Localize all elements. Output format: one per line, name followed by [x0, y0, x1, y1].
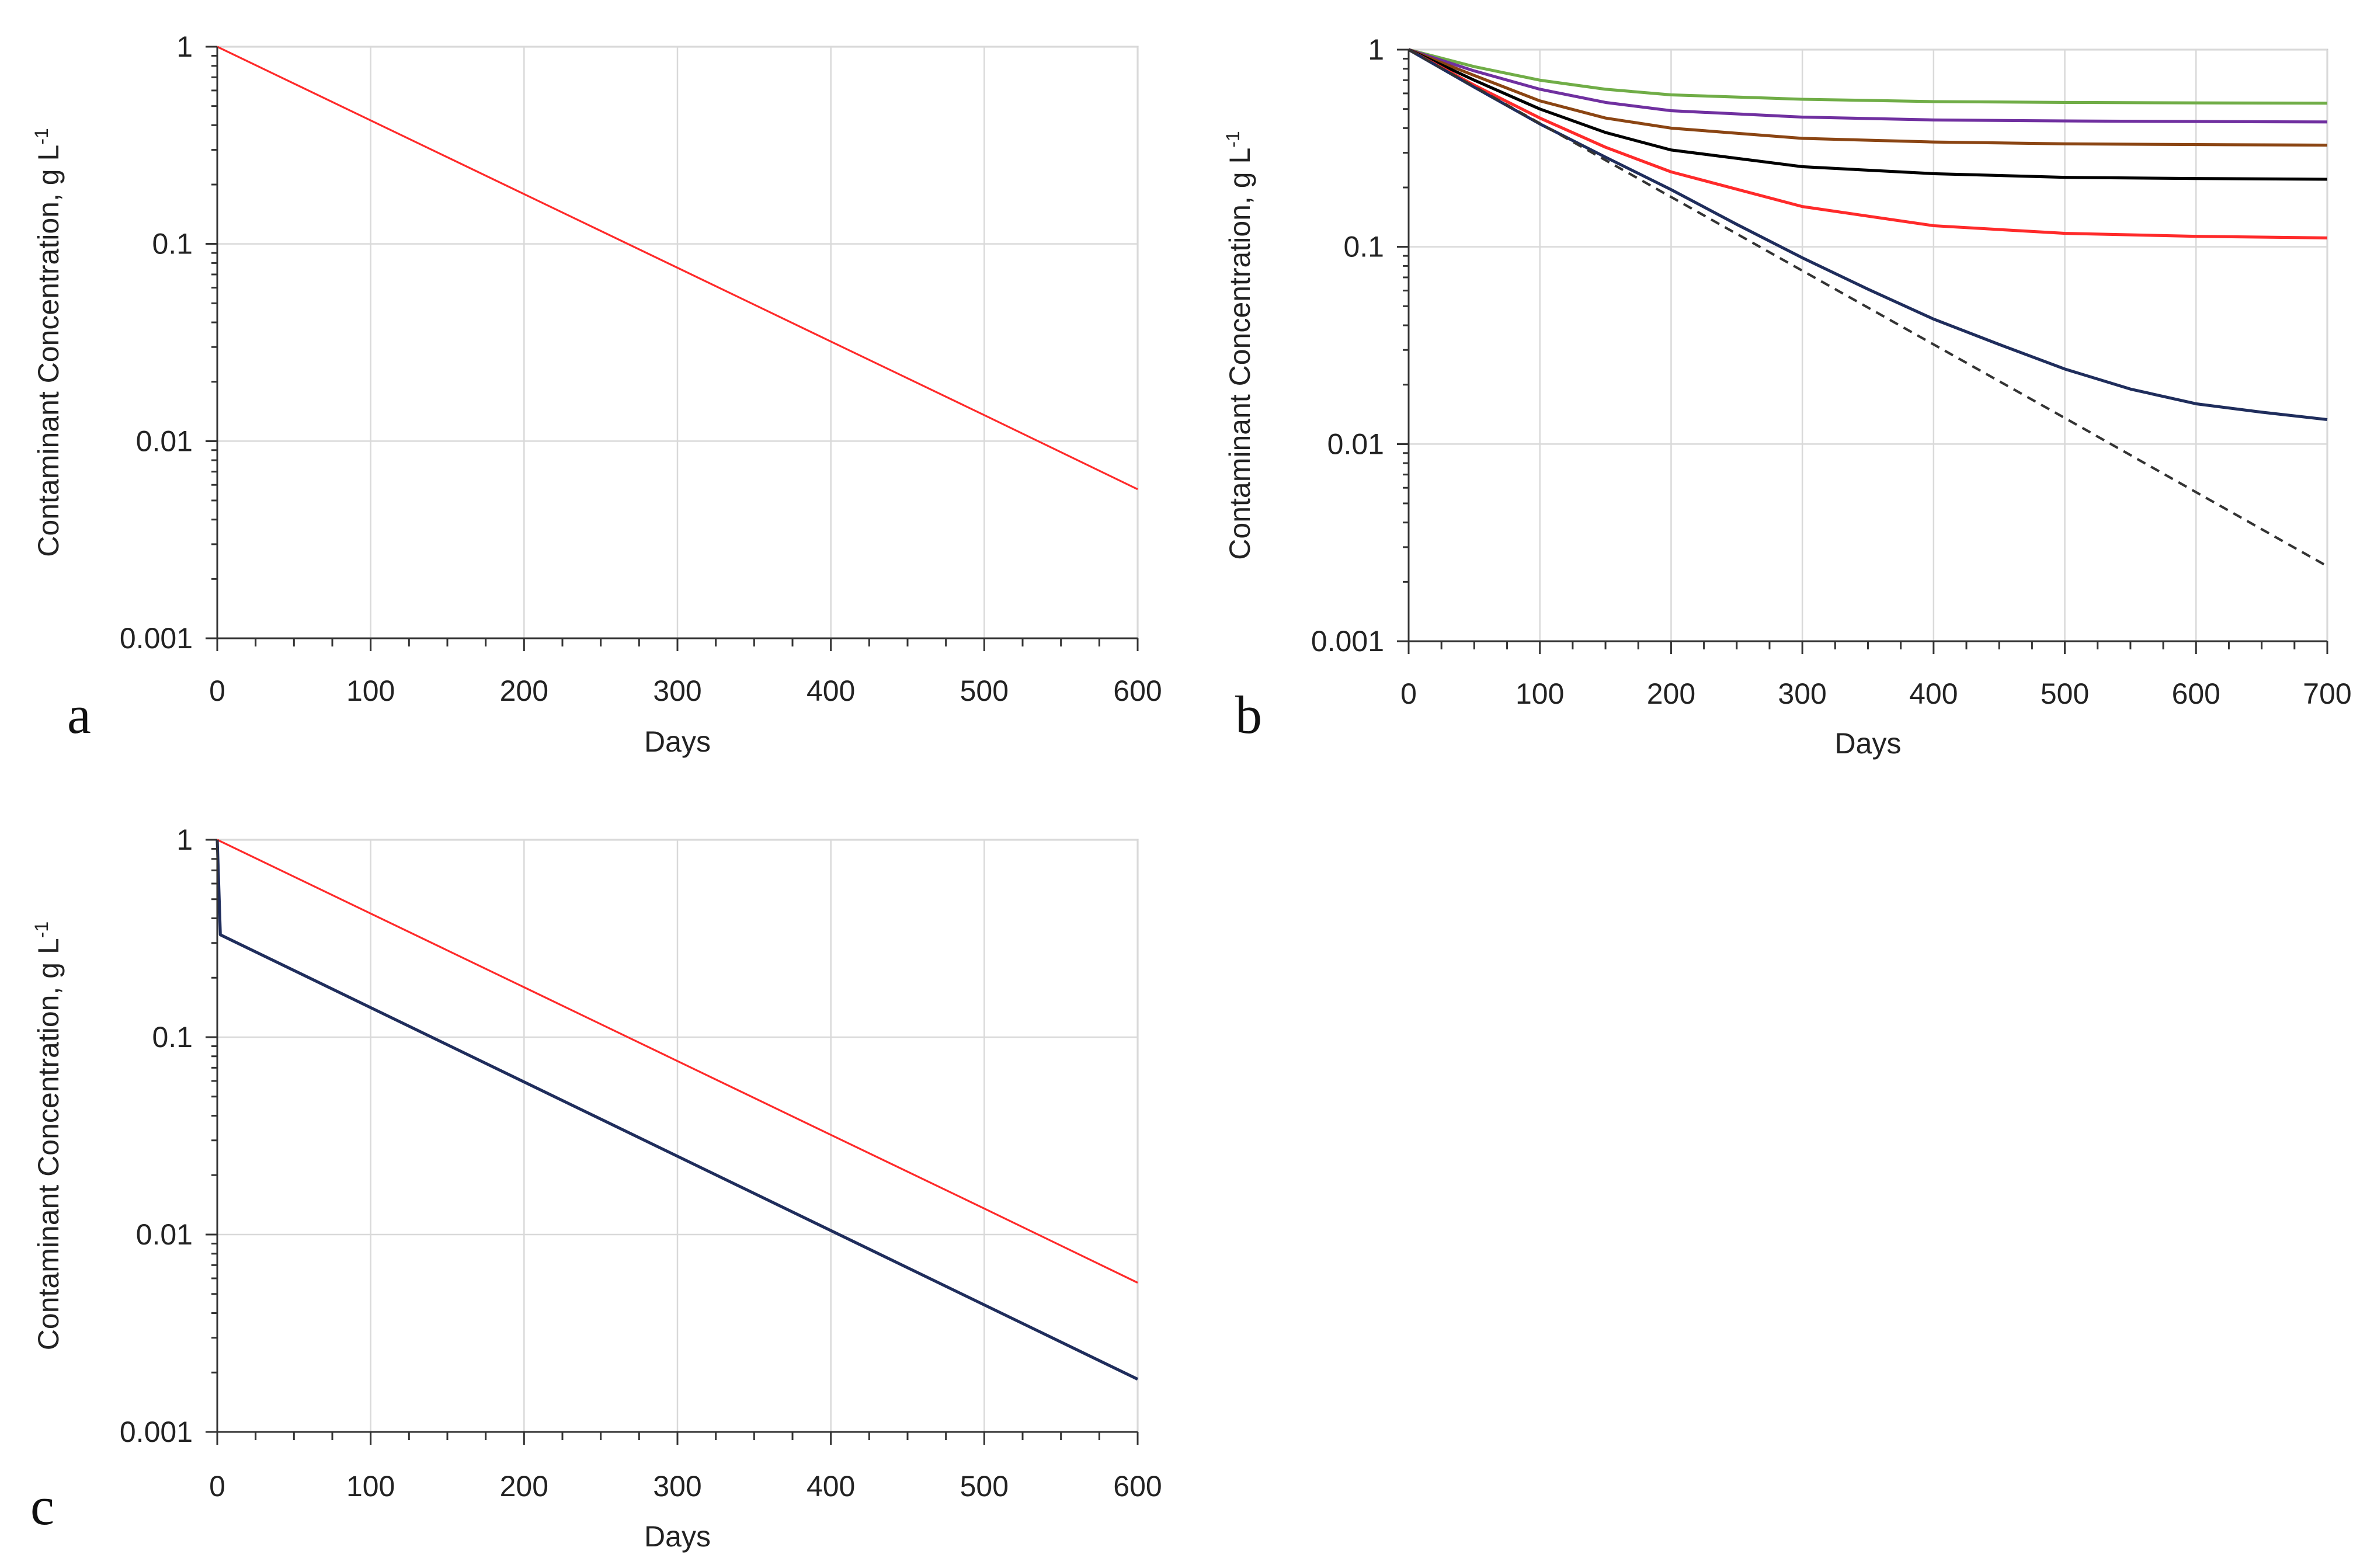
series-line-navy-b	[1407, 48, 2328, 422]
panel-letter-a: a	[67, 685, 91, 745]
y-tick-label-b: 0.1	[1343, 231, 1384, 263]
y-axis-title-a: Contaminant Concentration, g L-1	[31, 128, 65, 557]
plot-area-b	[1407, 48, 2328, 642]
x-tick-label-b: 400	[1909, 677, 1958, 710]
x-tick-label-c: 100	[346, 1470, 395, 1503]
x-tick-label-a: 600	[1113, 675, 1162, 707]
panel-b-chart: 0 100 200 300 400 500 600 700 0.001 0.01 0.1 1 Days C…	[1222, 33, 2352, 760]
series-line-dashed-b	[1407, 48, 2328, 568]
series-line-red-a	[217, 46, 1138, 491]
x-tick-label-c: 300	[653, 1470, 701, 1503]
series-line-purple-b	[1408, 48, 2328, 124]
y-tick-label-a: 0.001	[120, 622, 193, 655]
y-axis-title-text-b: Contaminant Concentration, g L	[1224, 148, 1256, 560]
panel-a-chart: 0 100 200 300 400 500 600 0.001 0.01 0.1 1 Days Cont…	[31, 30, 1162, 758]
y-axis-title-text-c: Contaminant Concentration, g L	[32, 938, 65, 1350]
x-tick-label-b: 600	[2172, 677, 2220, 710]
x-tick-label-b: 200	[1647, 677, 1695, 710]
y-axis-title-superscript-b: -1	[1222, 131, 1243, 147]
x-tick-label-b: 0	[1400, 677, 1417, 710]
x-tick-label-a: 100	[346, 675, 395, 707]
y-axis-title-text-a: Contaminant Concentration, g L	[32, 145, 65, 557]
y-axis-title-superscript-a: -1	[31, 128, 52, 144]
panel-letter-b: b	[1235, 685, 1262, 745]
x-tick-label-a: 500	[960, 675, 1009, 707]
x-axis-title-c: Days	[644, 1520, 711, 1553]
y-tick-label-a: 1	[176, 30, 193, 63]
x-tick-label-a: 300	[653, 675, 701, 707]
y-tick-label-c: 0.01	[136, 1218, 193, 1251]
y-tick-label-a: 0.1	[152, 228, 193, 260]
x-tick-label-b: 500	[2041, 677, 2089, 710]
x-axis-title-b: Days	[1835, 727, 1902, 760]
series-line-black-b	[1407, 48, 2328, 181]
y-tick-label-a: 0.01	[136, 425, 193, 457]
y-axis-title-superscript-c: -1	[31, 922, 52, 938]
y-axis-title-b: Contaminant Concentration, g L-1	[1222, 131, 1256, 559]
y-tick-label-c: 0.001	[120, 1416, 193, 1448]
series-line-green-b	[1408, 48, 2328, 105]
x-tick-label-a: 200	[500, 675, 548, 707]
series-line-red-c	[217, 839, 1138, 1284]
y-axis-title-c: Contaminant Concentration, g L-1	[31, 922, 65, 1350]
x-tick-label-a: 400	[807, 675, 855, 707]
x-tick-label-b: 100	[1516, 677, 1564, 710]
x-tick-label-c: 0	[209, 1470, 225, 1503]
panel-c-chart: 0 100 200 300 400 500 600 0.001 0.01 0.1 1 Days Cont…	[30, 823, 1162, 1553]
series-line-brown-b	[1408, 48, 2328, 147]
x-tick-label-a: 0	[209, 675, 225, 707]
x-tick-label-b: 300	[1778, 677, 1826, 710]
x-tick-label-c: 500	[960, 1470, 1009, 1503]
y-tick-label-c: 0.1	[152, 1021, 193, 1054]
y-tick-label-b: 1	[1368, 33, 1384, 66]
series-line-navy-c	[215, 839, 1139, 1381]
series-line-red-b	[1407, 48, 2328, 239]
x-tick-label-c: 600	[1113, 1470, 1162, 1503]
panel-letter-c: c	[30, 1476, 54, 1536]
y-tick-label-c: 1	[176, 823, 193, 856]
x-tick-label-c: 200	[500, 1470, 548, 1503]
x-axis-title-a: Days	[644, 725, 711, 758]
x-tick-label-b: 700	[2303, 677, 2351, 710]
y-tick-label-b: 0.001	[1311, 625, 1384, 658]
y-tick-label-b: 0.01	[1327, 427, 1384, 460]
x-tick-label-c: 400	[807, 1470, 855, 1503]
